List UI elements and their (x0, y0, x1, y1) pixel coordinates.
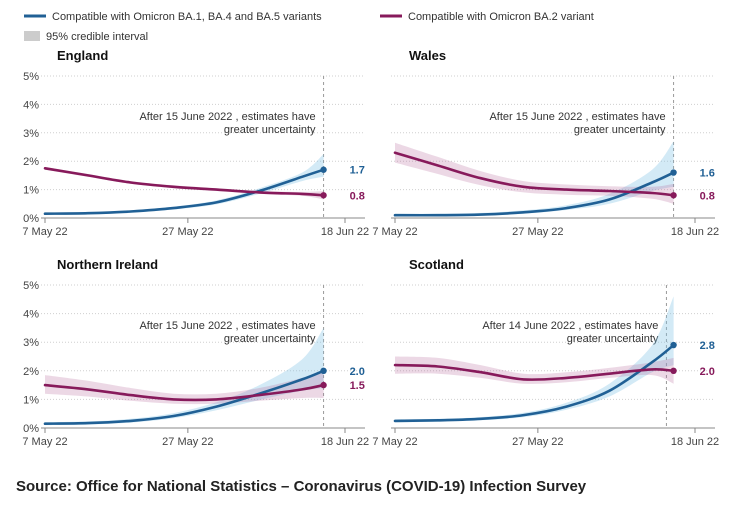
series-end-label: 1.5 (350, 380, 365, 392)
x-tick-label: 27 May 22 (512, 436, 563, 448)
annotation-text: After 15 June 2022 , estimates have (139, 111, 315, 123)
legend-label: 95% credible interval (46, 31, 148, 43)
series-end-point (320, 166, 327, 173)
y-tick-label: 0% (23, 213, 39, 225)
series-end-point (320, 381, 327, 389)
series-end-label: 1.6 (700, 168, 715, 180)
series-line (43, 168, 325, 215)
y-tick-label: 1% (23, 185, 39, 197)
legend-label: Compatible with Omicron BA.1, BA.4 and B… (52, 11, 322, 23)
y-tick-label: 4% (23, 99, 39, 111)
series-line (43, 167, 325, 197)
y-tick-label: 3% (23, 128, 39, 140)
y-tick-label: 4% (23, 309, 39, 321)
annotation-text: greater uncertainty (574, 124, 666, 136)
annotation-text: greater uncertainty (224, 124, 316, 136)
series-end-point (320, 192, 327, 199)
series-end-label: 2.0 (700, 366, 715, 378)
y-tick-label: 0% (23, 423, 39, 435)
series-line (43, 383, 325, 402)
series-line (393, 343, 675, 423)
x-tick-label: 7 May 22 (22, 226, 67, 238)
y-tick-label: 5% (23, 280, 39, 292)
series-end-point (670, 192, 677, 199)
annotation-text: greater uncertainty (567, 333, 659, 345)
chart-panel: Scotland 7 May 22 27 May 22 18 Jun 22 After … (372, 257, 719, 448)
annotation-text: After 15 June 2022 , estimates have (489, 111, 665, 123)
legend-swatch-box (24, 31, 40, 41)
series-end-label: 2.0 (350, 366, 365, 378)
y-tick-label: 3% (23, 337, 39, 349)
series-end-point (320, 367, 327, 374)
x-tick-label: 18 Jun 22 (321, 436, 369, 448)
series-line (43, 369, 325, 425)
chart-panel: England 0% 1% 2% 3% 4% 5% 7 May 22 27 May 22 18 J… (22, 48, 369, 238)
chart-panels: England 0% 1% 2% 3% 4% 5% 7 May 22 27 May 22 18 J… (22, 48, 719, 448)
credible-interval-band (395, 141, 674, 217)
y-tick-label: 1% (23, 394, 39, 406)
credible-interval-band (395, 296, 674, 423)
credible-interval-band (395, 356, 674, 384)
credible-interval-band (395, 142, 674, 204)
x-tick-label: 18 Jun 22 (671, 226, 719, 238)
series-line (393, 171, 675, 217)
series-end-label: 0.8 (700, 190, 715, 202)
legend: Compatible with Omicron BA.1, BA.4 and B… (24, 11, 594, 43)
y-tick-label: 2% (23, 156, 39, 168)
panel-title: Wales (409, 48, 446, 63)
series-line (393, 363, 675, 381)
series-end-label: 1.7 (350, 165, 365, 177)
series-line (393, 151, 675, 197)
credible-interval-band (45, 327, 324, 426)
legend-label: Compatible with Omicron BA.2 variant (408, 11, 594, 23)
x-tick-label: 7 May 22 (22, 436, 67, 448)
panel-title: Scotland (409, 257, 464, 272)
series-end-point (670, 367, 677, 374)
x-tick-label: 27 May 22 (512, 226, 563, 238)
panel-title: England (57, 48, 108, 63)
annotation-text: greater uncertainty (224, 333, 316, 345)
chart-panel: Northern Ireland 0% 1% 2% 3% 4% 5% 7 May 22 27 M… (22, 257, 369, 448)
x-tick-label: 7 May 22 (372, 436, 417, 448)
series-end-label: 2.8 (700, 340, 715, 352)
series-end-point (670, 169, 677, 176)
chart-panel: Wales 7 May 22 27 May 22 18 Jun 22 After 15 … (372, 48, 719, 238)
x-tick-label: 18 Jun 22 (671, 436, 719, 448)
x-tick-label: 18 Jun 22 (321, 226, 369, 238)
panel-title: Northern Ireland (57, 257, 158, 272)
x-tick-label: 7 May 22 (372, 226, 417, 238)
x-tick-label: 27 May 22 (162, 436, 213, 448)
y-tick-label: 2% (23, 366, 39, 378)
series-end-label: 0.8 (350, 190, 365, 202)
x-tick-label: 27 May 22 (162, 226, 213, 238)
annotation-text: After 14 June 2022 , estimates have (482, 320, 658, 332)
y-tick-label: 5% (23, 71, 39, 83)
annotation-text: After 15 June 2022 , estimates have (139, 320, 315, 332)
source-note: Source: Office for National Statistics –… (16, 478, 587, 495)
series-end-point (670, 341, 677, 349)
